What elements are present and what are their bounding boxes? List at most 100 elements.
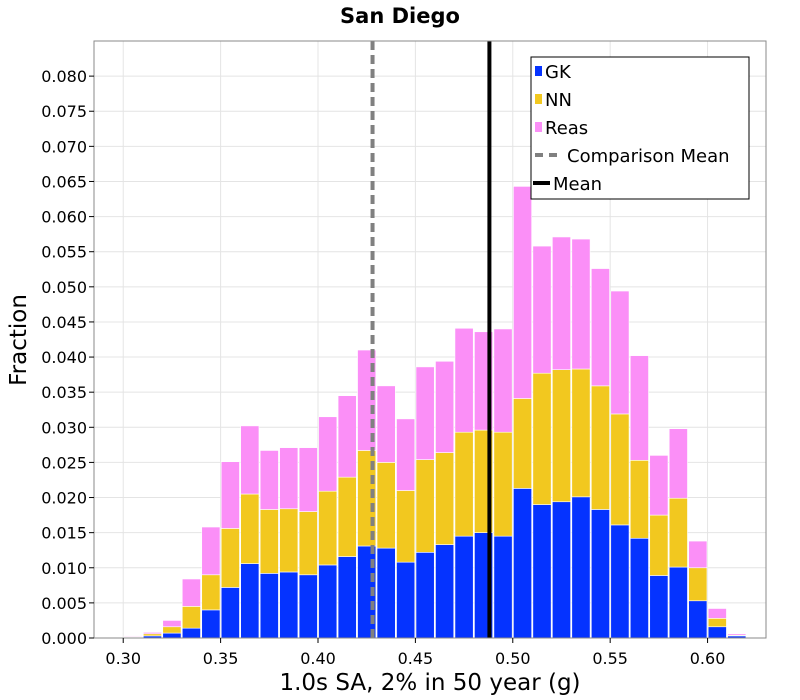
bar-reas-20 [513,186,532,399]
bar-gk-6 [240,563,260,639]
bar-nn-7 [259,509,279,574]
bar-reas-23 [571,238,591,370]
y-tick-label: 0.080 [41,67,87,86]
bar-gk-25 [610,524,630,639]
bar-reas-15 [415,366,435,460]
bar-reas-19 [493,328,513,433]
legend-label-gk: GK [545,62,572,83]
bar-nn-22 [552,369,571,503]
bar-gk-17 [454,535,474,639]
bar-nn-27 [649,514,669,576]
bar-gk-29 [688,600,708,639]
bar-nn-16 [435,452,455,545]
bar-gk-21 [532,504,552,639]
y-tick-label: 0.010 [41,559,87,578]
y-tick-label: 0.045 [41,313,87,332]
bar-gk-15 [415,552,435,639]
bar-gk-11 [337,556,357,639]
bar-gk-14 [396,561,416,639]
x-tick-label: 0.60 [690,649,726,668]
bar-reas-28 [668,428,688,499]
plot-frame [93,40,767,639]
y-tick-label: 0.025 [41,453,87,472]
bar-nn-1 [142,633,162,637]
bar-gk-27 [649,575,669,639]
bar-nn-11 [337,476,357,557]
bar-nn-21 [532,372,552,505]
bar-gk-26 [629,537,649,639]
bar-nn-9 [298,511,318,576]
bar-nn-19 [493,431,513,537]
bar-nn-13 [376,462,396,549]
x-axis-ticks: 0.30 0.35 0.40 0.45 0.50 0.55 0.60 [105,638,725,668]
bar-gk-16 [435,544,455,639]
bar-reas-6 [240,425,260,495]
bar-nn-6 [240,493,260,564]
bar-nn-10 [318,490,338,566]
y-tick-label: 0.055 [41,243,87,262]
bar-nn-15 [415,459,435,553]
bar-reas-10 [318,416,338,492]
bar-reas-16 [435,360,455,453]
y-tick-label: 0.035 [41,383,87,402]
bar-reas-27 [649,455,669,516]
bar-reas-3 [181,578,201,607]
bar-reas-5 [220,461,240,529]
bar-reas-4 [201,526,221,576]
bar-nn-2 [162,626,182,634]
x-tick-label: 0.50 [495,649,531,668]
chart-title: San Diego [340,4,460,28]
y-axis-label: Fraction [6,294,32,386]
x-tick-label: 0.45 [398,649,434,668]
x-tick-label: 0.40 [300,649,336,668]
bar-nn-14 [396,490,416,563]
bar-gk-4 [201,609,221,639]
bar-nn-24 [590,385,610,510]
x-axis-label: 1.0s SA, 2% in 50 year (g) [279,670,580,696]
bar-nn-3 [181,606,201,629]
bar-gk-19 [493,535,513,639]
bar-nn-23 [571,368,591,498]
bar-nn-5 [220,528,240,588]
legend-label-reas: Reas [545,118,588,139]
y-tick-label: 0.060 [41,208,87,227]
bar-reas-11 [337,395,357,478]
bar-reas-29 [688,540,708,569]
bar-nn-4 [201,574,221,611]
bar-reas-8 [279,447,299,510]
legend-label-comparison-mean: Comparison Mean [567,146,730,167]
bar-reas-26 [629,355,649,461]
bar-reas-21 [532,245,552,374]
y-tick-label: 0.015 [41,524,87,543]
bar-gk-13 [376,547,396,639]
bar-gk-20 [513,488,532,639]
bar-nn-26 [629,460,649,539]
bar-gk-8 [279,571,299,639]
bar-reas-2 [162,620,182,628]
bar-reas-31 [727,633,747,636]
bar-gk-28 [668,566,688,639]
bar-nn-28 [668,497,688,568]
legend-label-mean: Mean [553,174,602,195]
bar-reas-25 [610,290,630,415]
x-tick-label: 0.30 [105,649,141,668]
bar-reas-22 [552,236,571,371]
y-tick-label: 0.005 [41,594,87,613]
y-tick-label: 0.020 [41,489,87,508]
y-tick-label: 0.040 [41,348,87,367]
bar-gk-22 [552,501,571,639]
y-tick-label: 0.030 [41,418,87,437]
bar-reas-17 [454,327,474,433]
bar-gk-2 [162,632,182,639]
y-tick-label: 0.000 [41,629,87,648]
bar-nn-17 [454,431,474,537]
bar-reas-13 [376,385,396,463]
bar-gk-3 [181,627,201,639]
bars [123,186,747,639]
x-tick-label: 0.35 [203,649,239,668]
bar-reas-30 [707,608,727,619]
bar-gk-9 [298,574,318,639]
y-tick-label: 0.075 [41,102,87,121]
bar-nn-30 [707,618,727,628]
bar-reas-24 [590,268,610,387]
